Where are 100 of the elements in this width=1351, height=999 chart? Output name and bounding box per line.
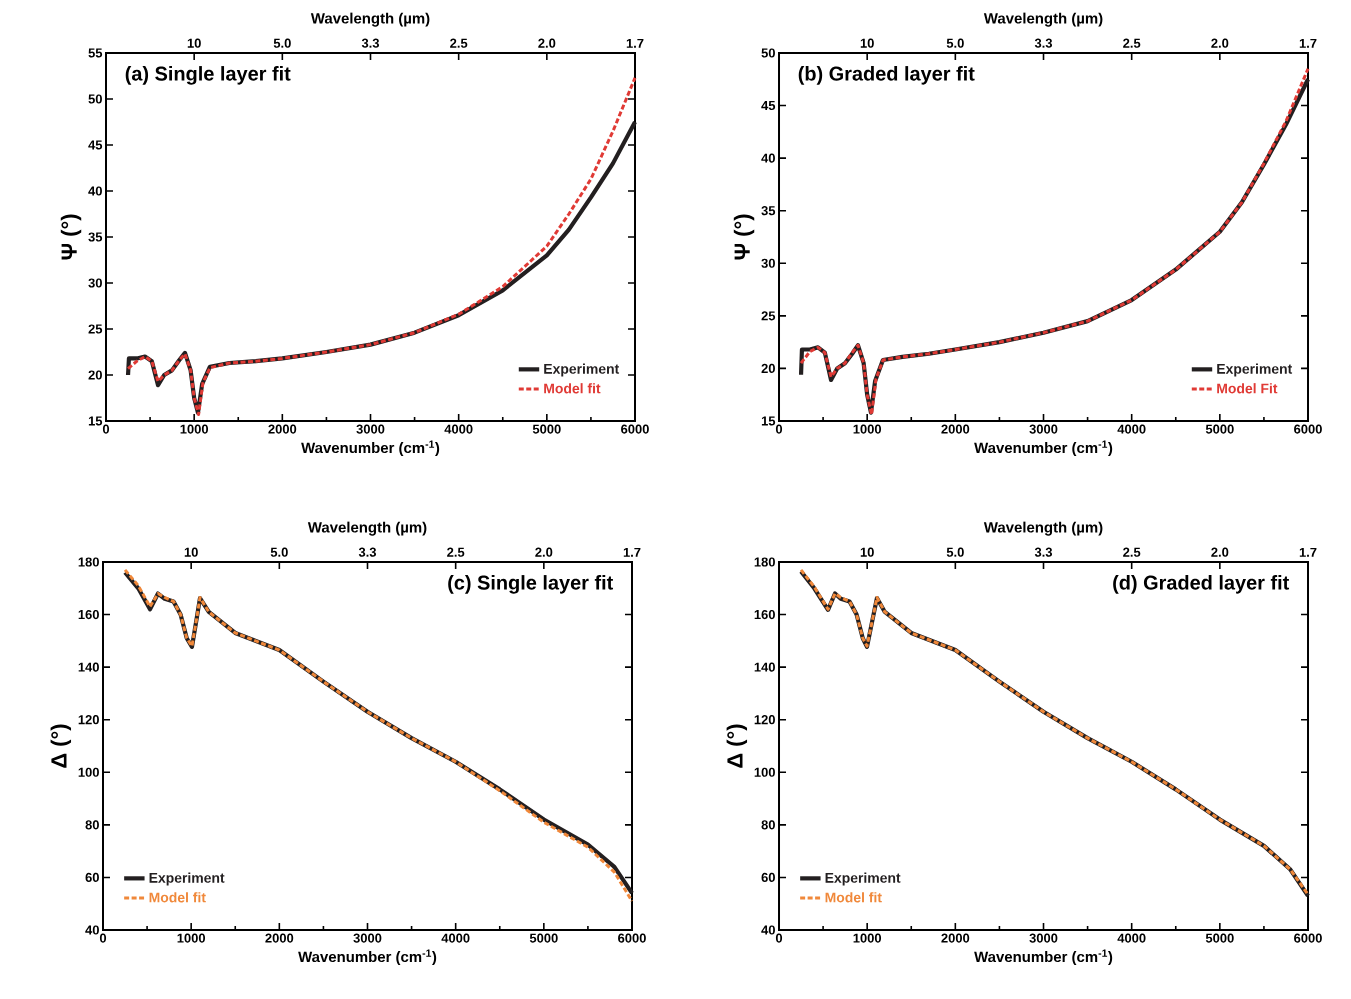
y-tick-label: 45: [88, 140, 103, 150]
legend-label: Model fit: [544, 383, 601, 394]
y-tick-label: 25: [761, 311, 776, 321]
annotation: 2.0: [535, 547, 553, 557]
legend-label: Model Fit: [1217, 383, 1278, 394]
annotation: 5.0: [946, 38, 964, 48]
y-tick-label: 20: [88, 370, 102, 380]
x-tick-label: 6000: [621, 424, 649, 434]
annotation: 2.5: [1123, 38, 1141, 48]
text: (d) Graded layer fit: [1113, 575, 1290, 594]
y-tick-label: 120: [78, 715, 99, 725]
x2-axis-title: Wavelength (µm): [983, 12, 1103, 27]
y-axis-title: Δ (°): [50, 724, 72, 768]
x-tick-label: 4000: [1117, 933, 1146, 943]
text: (c) Single layer fit: [448, 575, 614, 594]
y-tick-label: 55: [88, 48, 103, 58]
x-tick-label: 0: [775, 424, 783, 434]
x-axis-title: Wavenumber (cm$^{-1}$): [298, 949, 437, 966]
y-tick-label: 100: [754, 767, 775, 777]
x2-axis-title: Wavelength (µm): [983, 521, 1103, 536]
x-tick-label: 1000: [853, 424, 882, 434]
legend-label: Experiment: [825, 872, 901, 886]
y-tick-label: 40: [88, 186, 102, 196]
y-tick-label: 60: [85, 872, 99, 883]
annotation: 2.5: [450, 38, 468, 48]
annotation: 10: [860, 38, 874, 48]
y-tick-label: 80: [85, 820, 99, 830]
y-tick-label: 35: [761, 206, 776, 216]
annotation: 3.3: [361, 38, 380, 48]
annotation: 10: [860, 547, 874, 557]
annotation: 3.3: [358, 547, 377, 557]
text: (a) Single layer fit: [125, 66, 291, 85]
x-tick-label: 5000: [1205, 933, 1234, 943]
annotation: 1.7: [626, 38, 644, 48]
legend-label: Experiment: [149, 872, 225, 886]
x-tick-label: 2000: [265, 933, 294, 943]
y-tick-label: 30: [761, 258, 775, 268]
x-tick-label: 2000: [941, 424, 970, 434]
x-tick-label: 6000: [1294, 424, 1322, 434]
legend-label: Experiment: [544, 363, 620, 377]
x2-axis-title: Wavelength (µm): [310, 12, 430, 27]
y-tick-label: 50: [88, 94, 102, 104]
x-axis-title: Wavenumber (cm$^{-1}$): [974, 949, 1113, 966]
y-tick-label: 180: [754, 557, 775, 567]
x-axis-title: Wavenumber (cm$^{-1}$): [301, 440, 440, 457]
x-tick-label: 2000: [268, 424, 297, 434]
y-tick-label: 40: [761, 925, 775, 935]
x-axis-title: Wavenumber (cm$^{-1}$): [974, 440, 1113, 457]
y-tick-label: 180: [78, 557, 99, 567]
legend-label: Experiment: [1217, 363, 1293, 377]
x-tick-label: 5000: [529, 933, 558, 943]
annotation: 10: [187, 38, 201, 48]
annotation: 5.0: [946, 547, 964, 557]
x-tick-label: 1000: [177, 933, 206, 943]
annotation: 1.7: [623, 547, 641, 557]
annotation: 3.3: [1034, 547, 1053, 557]
x-tick-label: 3000: [356, 424, 385, 434]
y-tick-label: 140: [754, 662, 775, 672]
y-tick-label: 60: [761, 872, 775, 883]
annotation: 2.0: [1211, 38, 1229, 48]
x-tick-label: 1000: [853, 933, 882, 943]
annotation: 2.5: [1123, 547, 1141, 557]
x-tick-label: 4000: [444, 424, 473, 434]
x-tick-label: 1000: [180, 424, 209, 434]
y-tick-label: 160: [754, 609, 775, 620]
x-tick-label: 4000: [1117, 424, 1146, 434]
x-tick-label: 2000: [941, 933, 970, 943]
x-tick-label: 0: [99, 933, 107, 943]
y-tick-label: 120: [754, 715, 775, 725]
y-tick-label: 15: [761, 416, 776, 426]
y-tick-label: 30: [88, 278, 102, 288]
y-tick-label: 25: [88, 324, 103, 334]
x-tick-label: 3000: [353, 933, 382, 943]
y-axis-title: Ψ (°): [60, 214, 82, 260]
x-tick-label: 5000: [1205, 424, 1234, 434]
annotation: 2.0: [538, 38, 556, 48]
x-tick-label: 6000: [618, 933, 646, 943]
y-tick-label: 80: [761, 820, 775, 830]
y-axis-title: Δ (°): [726, 724, 748, 768]
annotation: 5.0: [270, 547, 288, 557]
x-tick-label: 6000: [1294, 933, 1322, 943]
y-tick-label: 15: [88, 416, 103, 426]
y-tick-label: 40: [85, 925, 99, 935]
y-tick-label: 45: [761, 101, 776, 111]
x-tick-label: 0: [102, 424, 110, 434]
text: (b) Graded layer fit: [798, 66, 975, 85]
annotation: 3.3: [1034, 38, 1053, 48]
x-tick-label: 0: [775, 933, 783, 943]
x-tick-label: 4000: [441, 933, 470, 943]
annotation: 10: [184, 547, 198, 557]
y-tick-label: 20: [761, 363, 775, 374]
x-tick-label: 3000: [1029, 424, 1058, 434]
legend-label: Model fit: [149, 892, 206, 903]
y-tick-label: 40: [761, 153, 775, 163]
y-tick-label: 35: [88, 232, 103, 242]
x-tick-label: 3000: [1029, 933, 1058, 943]
y-tick-label: 50: [761, 48, 775, 58]
y-tick-label: 100: [78, 767, 99, 777]
legend-label: Model fit: [825, 892, 882, 903]
annotation: 2.0: [1211, 547, 1229, 557]
